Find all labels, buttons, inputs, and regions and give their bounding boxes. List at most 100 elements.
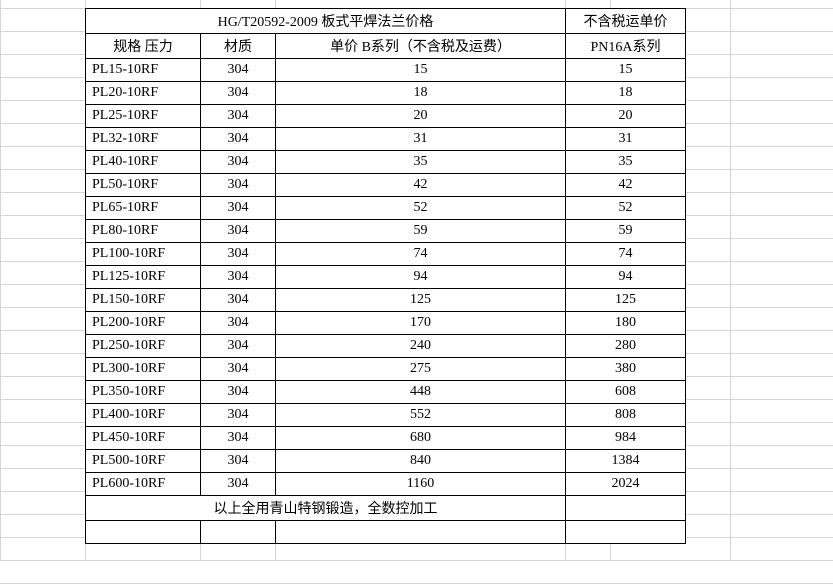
pn16-cell: 380 — [566, 358, 686, 381]
bprice-cell: 240 — [276, 335, 566, 358]
material-cell: 304 — [201, 197, 276, 220]
table-row: PL32-10RF3043131 — [86, 128, 686, 151]
footnote-row: 以上全用青山特钢锻造，全数控加工 — [86, 496, 686, 521]
pn16-cell: 18 — [566, 82, 686, 105]
pn16-cell: 180 — [566, 312, 686, 335]
material-cell: 304 — [201, 312, 276, 335]
header-material: 材质 — [201, 34, 276, 59]
material-cell: 304 — [201, 335, 276, 358]
material-cell: 304 — [201, 473, 276, 496]
material-cell: 304 — [201, 105, 276, 128]
material-cell: 304 — [201, 243, 276, 266]
spec-cell: PL25-10RF — [86, 105, 201, 128]
empty-cell — [201, 521, 276, 544]
header-row: 规格 压力 材质 单价 B系列（不含税及运费） PN16A系列 — [86, 34, 686, 59]
material-cell: 304 — [201, 174, 276, 197]
bprice-cell: 448 — [276, 381, 566, 404]
spec-cell: PL500-10RF — [86, 450, 201, 473]
table-row: PL200-10RF304170180 — [86, 312, 686, 335]
table-row: PL450-10RF304680984 — [86, 427, 686, 450]
bprice-cell: 680 — [276, 427, 566, 450]
table-row: PL40-10RF3043535 — [86, 151, 686, 174]
title-row: HG/T20592-2009 板式平焊法兰价格 不含税运单价 — [86, 9, 686, 34]
table-row: PL100-10RF3047474 — [86, 243, 686, 266]
pn16-cell: 808 — [566, 404, 686, 427]
material-cell: 304 — [201, 220, 276, 243]
spec-cell: PL200-10RF — [86, 312, 201, 335]
bprice-cell: 35 — [276, 151, 566, 174]
bprice-cell: 275 — [276, 358, 566, 381]
bprice-cell: 125 — [276, 289, 566, 312]
bprice-cell: 20 — [276, 105, 566, 128]
table-row: PL400-10RF304552808 — [86, 404, 686, 427]
header-spec: 规格 压力 — [86, 34, 201, 59]
price-table: HG/T20592-2009 板式平焊法兰价格 不含税运单价 规格 压力 材质 … — [85, 8, 686, 544]
title-main: HG/T20592-2009 板式平焊法兰价格 — [86, 9, 566, 34]
empty-cell — [566, 521, 686, 544]
material-cell: 304 — [201, 266, 276, 289]
material-cell: 304 — [201, 128, 276, 151]
bprice-cell: 42 — [276, 174, 566, 197]
pn16-cell: 35 — [566, 151, 686, 174]
pn16-cell: 20 — [566, 105, 686, 128]
pn16-cell: 94 — [566, 266, 686, 289]
bprice-cell: 31 — [276, 128, 566, 151]
spec-cell: PL100-10RF — [86, 243, 201, 266]
table-row: PL65-10RF3045252 — [86, 197, 686, 220]
spec-cell: PL20-10RF — [86, 82, 201, 105]
bprice-cell: 18 — [276, 82, 566, 105]
spec-cell: PL450-10RF — [86, 427, 201, 450]
material-cell: 304 — [201, 404, 276, 427]
table-row: PL250-10RF304240280 — [86, 335, 686, 358]
spec-cell: PL150-10RF — [86, 289, 201, 312]
pn16-cell: 1384 — [566, 450, 686, 473]
material-cell: 304 — [201, 151, 276, 174]
material-cell: 304 — [201, 59, 276, 82]
header-bprice: 单价 B系列（不含税及运费） — [276, 34, 566, 59]
pn16-cell: 74 — [566, 243, 686, 266]
header-pn16: PN16A系列 — [566, 34, 686, 59]
pn16-cell: 280 — [566, 335, 686, 358]
pn16-cell: 15 — [566, 59, 686, 82]
pn16-cell: 59 — [566, 220, 686, 243]
table-row: PL500-10RF3048401384 — [86, 450, 686, 473]
spec-cell: PL125-10RF — [86, 266, 201, 289]
pn16-cell: 52 — [566, 197, 686, 220]
material-cell: 304 — [201, 381, 276, 404]
table-row: PL125-10RF3049494 — [86, 266, 686, 289]
material-cell: 304 — [201, 358, 276, 381]
bprice-cell: 52 — [276, 197, 566, 220]
footnote: 以上全用青山特钢锻造，全数控加工 — [86, 496, 566, 521]
bprice-cell: 94 — [276, 266, 566, 289]
material-cell: 304 — [201, 450, 276, 473]
pn16-cell: 2024 — [566, 473, 686, 496]
spec-cell: PL50-10RF — [86, 174, 201, 197]
spec-cell: PL65-10RF — [86, 197, 201, 220]
spec-cell: PL400-10RF — [86, 404, 201, 427]
table-row: PL350-10RF304448608 — [86, 381, 686, 404]
footnote-empty — [566, 496, 686, 521]
spec-cell: PL350-10RF — [86, 381, 201, 404]
material-cell: 304 — [201, 427, 276, 450]
spec-cell: PL600-10RF — [86, 473, 201, 496]
table-row: PL300-10RF304275380 — [86, 358, 686, 381]
spec-cell: PL32-10RF — [86, 128, 201, 151]
pn16-cell: 984 — [566, 427, 686, 450]
title-right: 不含税运单价 — [566, 9, 686, 34]
bprice-cell: 1160 — [276, 473, 566, 496]
table-row: PL25-10RF3042020 — [86, 105, 686, 128]
table-row: PL600-10RF30411602024 — [86, 473, 686, 496]
table-row: PL50-10RF3044242 — [86, 174, 686, 197]
material-cell: 304 — [201, 82, 276, 105]
pn16-cell: 42 — [566, 174, 686, 197]
pn16-cell: 608 — [566, 381, 686, 404]
table-row: PL80-10RF3045959 — [86, 220, 686, 243]
table-row: PL15-10RF3041515 — [86, 59, 686, 82]
material-cell: 304 — [201, 289, 276, 312]
table-row: PL20-10RF3041818 — [86, 82, 686, 105]
spec-cell: PL300-10RF — [86, 358, 201, 381]
pn16-cell: 125 — [566, 289, 686, 312]
table-row: PL150-10RF304125125 — [86, 289, 686, 312]
bprice-cell: 15 — [276, 59, 566, 82]
bprice-cell: 840 — [276, 450, 566, 473]
